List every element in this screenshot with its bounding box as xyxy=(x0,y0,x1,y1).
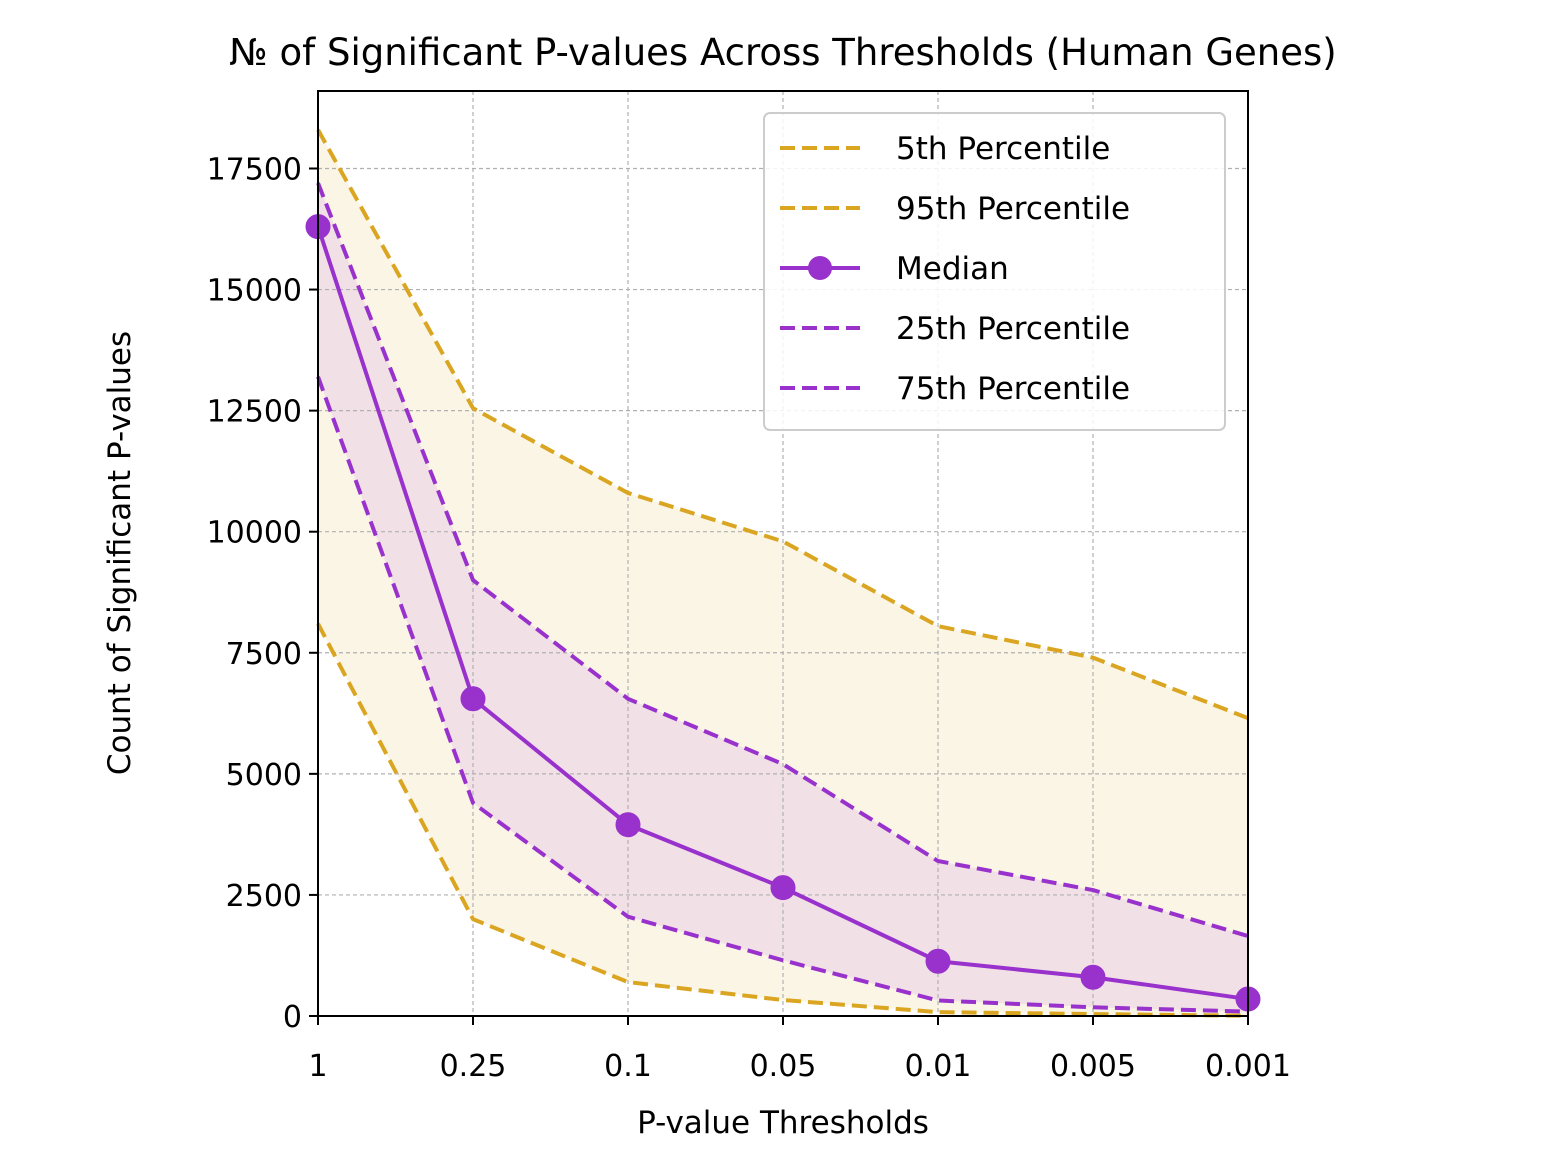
y-tick-label-4: 10000 xyxy=(207,516,302,551)
y-axis-label: Count of Significant P-values xyxy=(102,331,138,775)
bands-layer xyxy=(318,129,1248,1016)
series-line-75th-percentile xyxy=(316,182,1249,939)
legend-label-25th-percentile: 25th Percentile xyxy=(896,311,1130,347)
legend-label-95th-percentile: 95th Percentile xyxy=(896,191,1130,227)
x-tick-label-6: 0.001 xyxy=(1205,1049,1291,1084)
point-median-3 xyxy=(770,875,796,901)
x-tick-label-5: 0.005 xyxy=(1050,1049,1136,1084)
x-tick-label-4: 0.01 xyxy=(905,1049,972,1084)
y-tick-label-3: 7500 xyxy=(226,637,302,672)
y-tick-label-1: 2500 xyxy=(226,879,302,914)
legend-label-75th-percentile: 75th Percentile xyxy=(896,371,1130,407)
y-tick-label-0: 0 xyxy=(283,1000,302,1035)
point-median-5 xyxy=(1080,964,1106,990)
x-tick-label-2: 0.1 xyxy=(604,1049,652,1084)
series-layer xyxy=(305,128,1261,1018)
y-tick-label-5: 12500 xyxy=(207,395,302,430)
x-axis: 1 0.25 0.1 0.05 0.01 0.005 0.001 xyxy=(308,1016,1291,1084)
y-tick-label-2: 5000 xyxy=(226,758,302,793)
x-tick-label-0: 1 xyxy=(308,1049,327,1084)
legend-label-median: Median xyxy=(896,251,1009,287)
band-1 xyxy=(318,183,1248,1012)
series-line-25th-percentile xyxy=(316,376,1249,1014)
x-tick-label-3: 0.05 xyxy=(750,1049,817,1084)
y-axis: 0 2500 5000 7500 10000 12500 15000 17500 xyxy=(207,152,318,1035)
y-tick-label-7: 17500 xyxy=(207,152,302,187)
point-median-2 xyxy=(615,812,641,838)
legend: 5th Percentile 95th Percentile Median 25th … xyxy=(763,112,1226,431)
x-axis-label: P-value Thresholds xyxy=(637,1105,929,1141)
legend-label-5th-percentile: 5th Percentile xyxy=(896,131,1110,167)
chart-title: № of Significant P-values Across Thresho… xyxy=(229,31,1336,74)
point-median-1 xyxy=(460,686,486,712)
x-tick-label-1: 0.25 xyxy=(440,1049,507,1084)
point-median-4 xyxy=(925,948,951,974)
y-tick-label-6: 15000 xyxy=(207,274,302,309)
legend-marker-median xyxy=(808,256,832,280)
legend-box xyxy=(763,112,1226,431)
series-line-95th-percentile xyxy=(316,128,1249,721)
series-line-5th-percentile xyxy=(316,622,1249,1018)
